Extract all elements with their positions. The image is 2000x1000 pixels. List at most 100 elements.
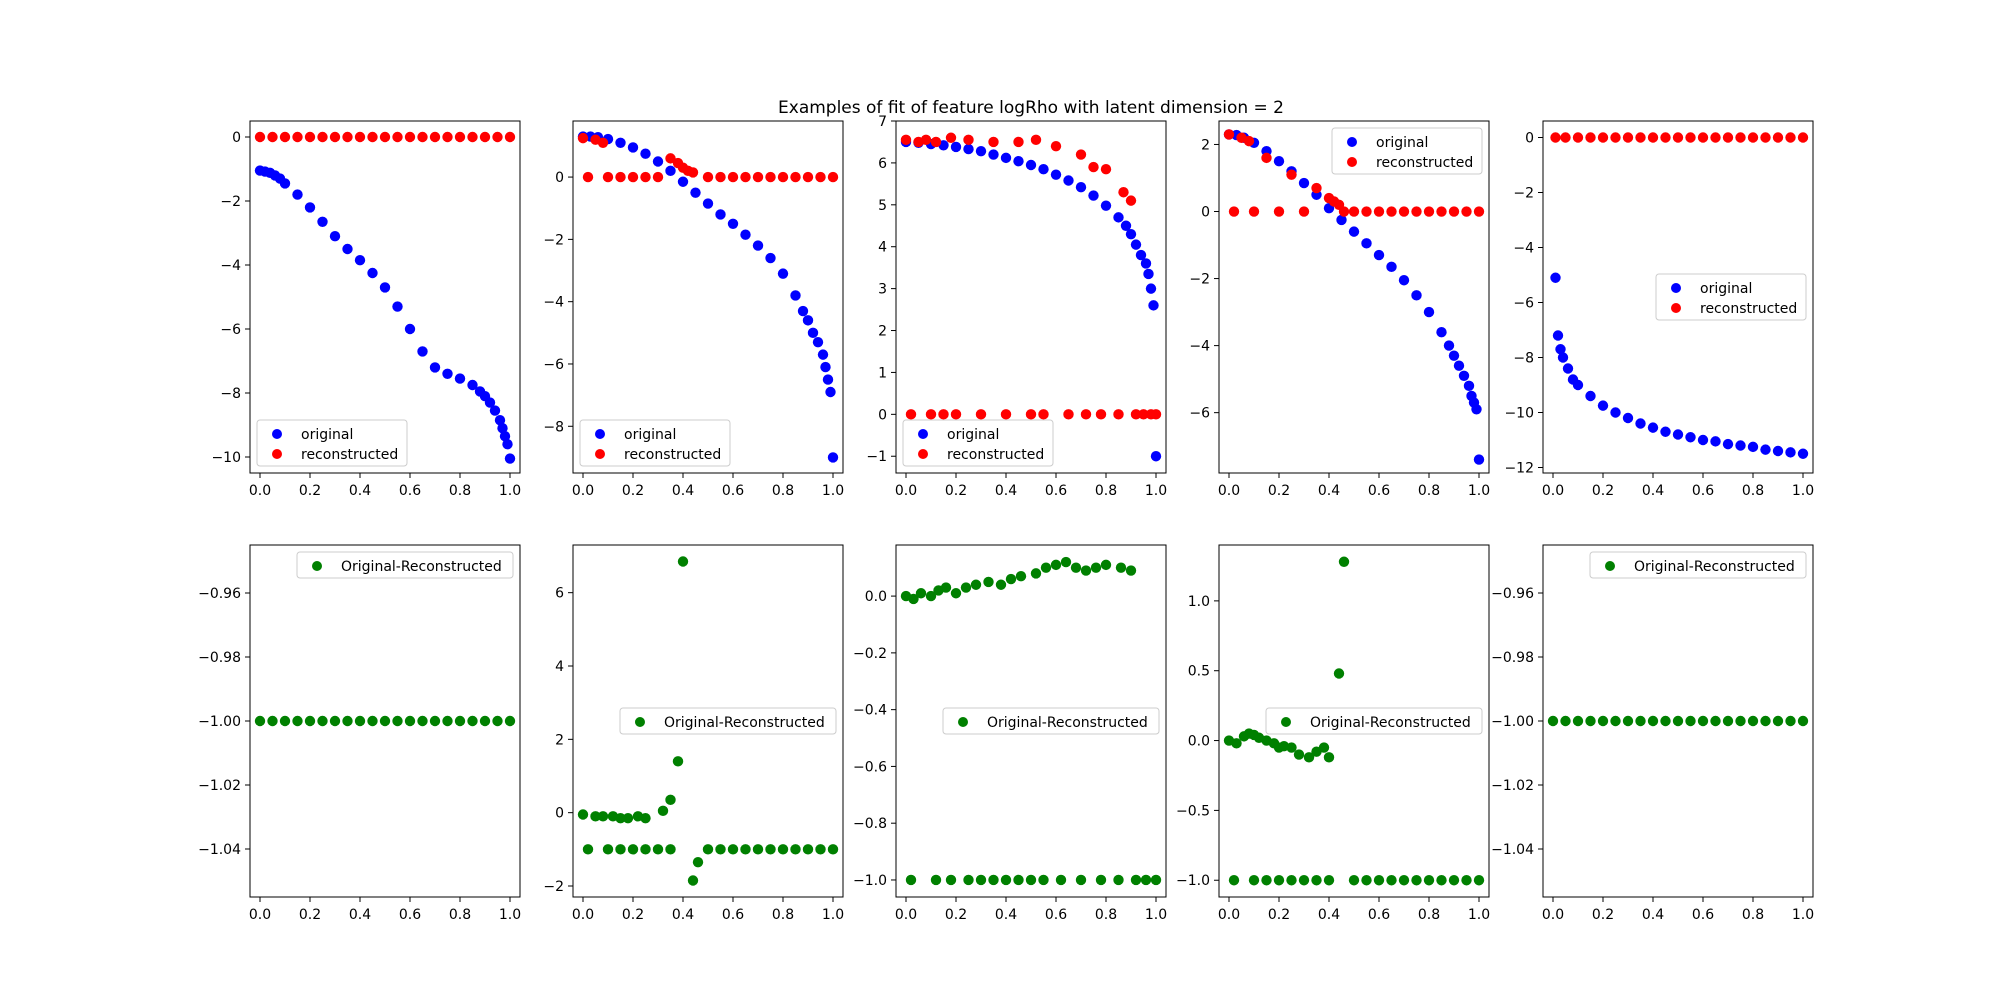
data-point [1710,132,1721,143]
legend-marker [1347,137,1357,147]
data-point [1373,249,1385,261]
data-point [1547,715,1559,727]
data-point [1386,875,1397,886]
legend-marker [595,429,605,439]
data-point [1148,300,1159,311]
y-tick-label: 4 [555,659,564,675]
data-point [1000,409,1012,420]
legend: Original-Reconstructed [1589,551,1807,579]
data-point [492,131,503,143]
y-tick-label: 0.0 [865,589,887,605]
data-point [1473,206,1485,217]
data-point [702,844,714,855]
x-tick-label: 0.8 [1418,483,1440,499]
data-point [963,874,974,886]
data-point [1772,132,1784,143]
data-point [1685,132,1696,143]
y-tick-label: −0.98 [198,650,241,666]
legend-label: reconstructed [1376,155,1473,171]
data-point [392,715,403,727]
legend: Original-Reconstructed [942,707,1160,735]
data-point [905,409,917,420]
legend-label: Original-Reconstructed [341,559,502,575]
y-tick-label: 5 [878,198,887,214]
y-tick-label: −10 [211,450,241,466]
data-point [1336,214,1347,226]
y-tick-label: −12 [1504,461,1534,477]
data-point [1760,715,1771,727]
legend: original reconstructed [579,419,731,467]
data-point [1672,715,1684,727]
x-tick-label: 1.0 [822,483,844,499]
data-point [900,134,912,146]
data-point [392,301,403,312]
data-point [905,874,917,886]
data-point [1248,206,1260,217]
series-reconstructed [254,131,516,143]
data-point [640,844,651,855]
data-point [1273,875,1285,886]
data-point [920,134,932,146]
data-point [1398,875,1410,886]
legend-label: original [624,427,676,443]
y-tick-label: −1.02 [1491,778,1534,794]
data-point [504,715,516,727]
data-point [790,844,801,855]
data-point [940,582,952,593]
data-point [1572,715,1584,727]
panels-container: 0.0 0.2 0.4 0.6 0.8 1.00−2−4−6−8−10originalre… [198,114,1814,923]
data-point [484,397,496,408]
legend-marker [595,449,605,459]
data-point [827,844,839,855]
data-point [1660,426,1671,437]
x-tick-label: 0.4 [672,483,694,499]
y-tick-label: −6 [543,357,564,373]
data-point [1070,562,1082,573]
data-point [1610,715,1621,727]
legend-box [619,707,837,735]
data-point [1118,187,1129,198]
data-point [502,439,513,450]
data-point [1013,874,1024,886]
data-point [429,362,441,373]
data-point [690,187,701,198]
data-point [665,794,676,806]
x-tick-label: 0.6 [399,483,421,499]
data-point [1685,432,1696,443]
data-point [494,415,506,426]
data-point [1710,436,1721,447]
x-tick-label: 0.2 [622,483,644,499]
x-tick-label: 0.0 [895,483,917,499]
data-point [379,131,391,143]
data-point [1095,409,1107,420]
y-tick-label: −0.5 [1176,803,1210,819]
data-point [1293,749,1305,760]
data-point [1311,182,1322,194]
data-point [392,131,403,143]
data-point [640,812,651,824]
y-tick-label: −2 [1513,186,1534,202]
data-point [1697,715,1709,727]
data-point [1228,875,1240,886]
data-point [354,131,366,143]
data-point [790,171,801,183]
data-point [602,844,614,855]
data-point [1140,874,1152,886]
series-original-reconstructed [577,556,839,886]
data-point [925,590,937,602]
data-point [1735,440,1746,451]
data-point [367,131,378,143]
data-point [1228,206,1240,217]
data-point [665,844,676,855]
data-point [1125,195,1137,206]
data-point [970,579,982,590]
data-point [752,171,764,183]
data-point [417,346,428,357]
x-tick-label: 0.0 [572,483,594,499]
data-point [1585,132,1596,143]
data-point [1473,454,1485,465]
data-point [379,715,391,727]
series-original [254,165,516,464]
data-point [1090,562,1102,573]
